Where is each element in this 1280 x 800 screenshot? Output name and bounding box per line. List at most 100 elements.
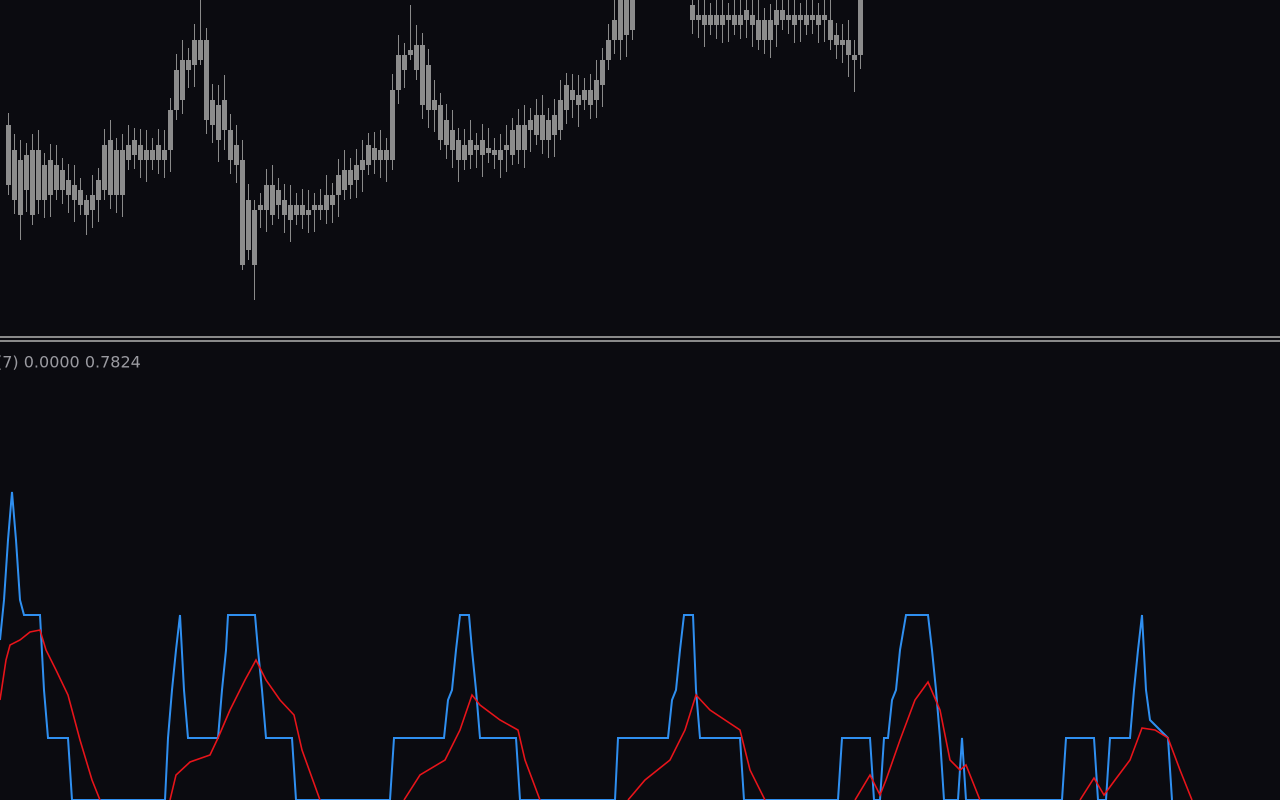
candle-body: [828, 20, 833, 40]
candle-body: [396, 55, 401, 90]
candle-body: [468, 140, 473, 155]
candle-body: [744, 10, 749, 20]
candle-body: [24, 155, 29, 190]
candle-body: [60, 170, 65, 190]
candle-body: [36, 150, 41, 200]
candle-body: [384, 150, 389, 160]
candle-body: [294, 205, 299, 215]
candle-body: [312, 205, 317, 210]
candle-body: [702, 15, 707, 25]
indicator-label: (7) 0.0000 0.7824: [0, 353, 141, 372]
candle-body: [498, 150, 503, 160]
candle-body: [108, 140, 113, 195]
candle-body: [792, 15, 797, 25]
candle-body: [786, 15, 791, 20]
candle-body: [426, 65, 431, 110]
candle-body: [300, 205, 305, 215]
candle-body: [78, 190, 83, 205]
candle-body: [858, 0, 863, 55]
candle-body: [600, 60, 605, 85]
candle-body: [174, 70, 179, 110]
candle-body: [504, 145, 509, 150]
candle-body: [780, 10, 785, 20]
candle-body: [606, 40, 611, 60]
signal-segment: [169, 658, 321, 800]
candle-body: [774, 10, 779, 25]
candle-body: [492, 150, 497, 155]
candle-body: [18, 160, 23, 215]
candle-body: [150, 150, 155, 160]
candle-body: [30, 150, 35, 215]
candle-body: [210, 100, 215, 125]
candle-body: [66, 180, 71, 195]
candle-body: [288, 205, 293, 220]
candle-body: [102, 145, 107, 190]
candle-body: [360, 160, 365, 170]
candle-body: [402, 55, 407, 70]
candle-body: [846, 40, 851, 55]
candle-body: [132, 140, 137, 155]
candle-body: [552, 115, 557, 135]
candle-body: [582, 90, 587, 100]
candle-body: [594, 80, 599, 100]
signal-segment: [627, 693, 766, 800]
indicator-pane: [0, 491, 1193, 800]
candle-body: [726, 15, 731, 20]
signal-segment: [854, 680, 981, 800]
candle-body: [480, 140, 485, 155]
candle-body: [12, 150, 17, 200]
candle-body: [576, 95, 581, 105]
candle-body: [762, 20, 767, 40]
candle-body: [690, 5, 695, 20]
candle-body: [168, 110, 173, 150]
candle-body: [336, 175, 341, 195]
candle-body: [612, 20, 617, 40]
candle-body: [258, 205, 263, 210]
candle-body: [558, 100, 563, 130]
candle-body: [750, 15, 755, 25]
candle-body: [720, 15, 725, 25]
candle-body: [318, 205, 323, 210]
candle-body: [438, 105, 443, 140]
candle-body: [516, 125, 521, 150]
candle-body: [444, 120, 449, 145]
candle-body: [126, 145, 131, 160]
candle-body: [180, 60, 185, 100]
candle-body: [432, 100, 437, 110]
candle-body: [450, 130, 455, 150]
candle-body: [354, 165, 359, 180]
candle-body: [588, 90, 593, 105]
candle-body: [156, 145, 161, 160]
candle-body: [54, 165, 59, 190]
candle-body: [186, 60, 191, 70]
candle-body: [282, 200, 287, 215]
candle-body: [486, 148, 491, 153]
candle-body: [420, 45, 425, 105]
candle-body: [372, 148, 377, 160]
candle-body: [228, 130, 233, 160]
candle-body: [768, 20, 773, 40]
candle-body: [264, 185, 269, 210]
candle-body: [414, 45, 419, 70]
candle-body: [144, 150, 149, 160]
candle-body: [222, 100, 227, 130]
candle-body: [204, 40, 209, 120]
candle-body: [324, 195, 329, 210]
signal-line: [0, 629, 1193, 800]
candle-body: [696, 15, 701, 20]
candle-body: [162, 150, 167, 160]
candle-body: [756, 20, 761, 40]
candle-body: [252, 210, 257, 265]
candle-body: [366, 145, 371, 165]
candle-body: [474, 145, 479, 150]
candle-body: [240, 160, 245, 265]
candle-body: [72, 185, 77, 200]
candle-body: [522, 125, 527, 150]
candle-body: [624, 0, 629, 35]
candle-body: [540, 115, 545, 140]
candle-body: [390, 90, 395, 160]
candle-body: [198, 40, 203, 60]
candle-body: [732, 15, 737, 25]
